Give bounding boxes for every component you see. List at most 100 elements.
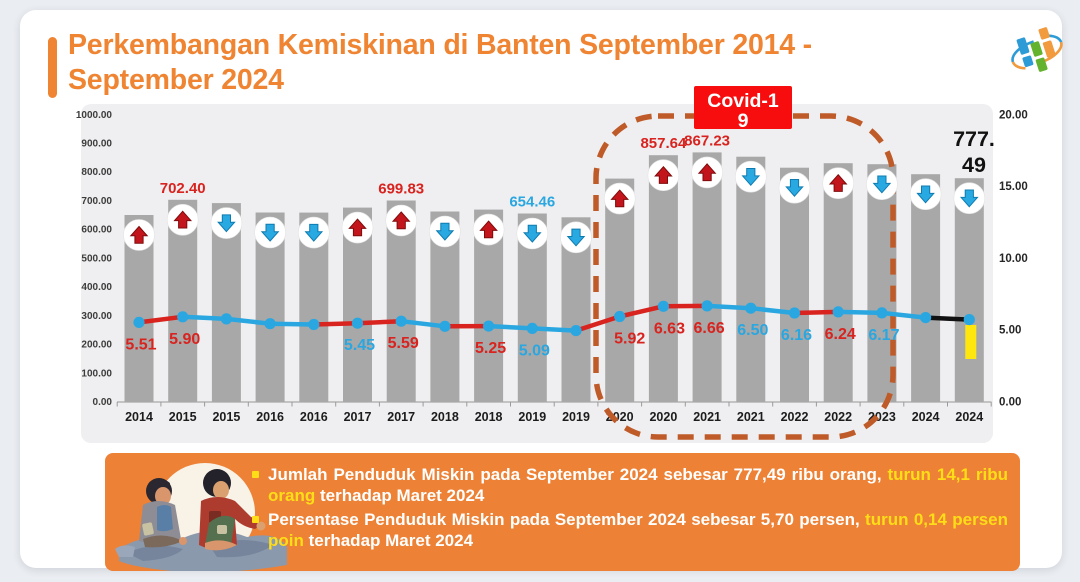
line-marker (614, 310, 626, 323)
arrow-up-icon (647, 159, 680, 191)
line-segment (835, 309, 885, 316)
pct-label: 6.17 (868, 327, 899, 344)
svg-text:49: 49 (962, 153, 986, 177)
line-marker (483, 320, 495, 332)
year-label: 2019 (518, 410, 546, 424)
line-marker (526, 322, 538, 334)
bps-logo-icon (1011, 27, 1063, 72)
bar-2022-16 (823, 163, 853, 402)
pct-label: 5.45 (344, 337, 375, 354)
pct-label: 6.16 (781, 327, 812, 344)
pct-label: 6.63 (654, 320, 685, 337)
page-title-line2: September 2024 (68, 64, 284, 96)
year-label: 2020 (649, 410, 677, 424)
arrow-down-icon (866, 168, 898, 200)
latest-point-label: 777.49 (953, 127, 995, 177)
svg-text:700.00: 700.00 (81, 196, 112, 207)
year-label: 2021 (737, 410, 765, 424)
arrow-up-icon (385, 204, 418, 237)
percentage-labels: 5.51 5.90 5.45 5.59 5.25 5.09 5.92 6.63 6.66 6.50… (125, 320, 899, 360)
line-marker (395, 315, 407, 327)
right-child (199, 469, 266, 551)
line-marker (220, 313, 232, 325)
line-segment (617, 304, 666, 319)
svg-text:9: 9 (738, 110, 749, 132)
line-segment (180, 314, 229, 322)
line-segment (267, 321, 317, 327)
bar-2021-14 (736, 156, 766, 402)
pct-label: 5.59 (388, 335, 419, 352)
bar-2024-19 (954, 178, 984, 402)
line-marker (264, 318, 276, 330)
line-marker (963, 314, 975, 326)
line-markers (133, 300, 975, 337)
bullet1-post: terhadap Maret 2024 (315, 486, 485, 505)
pct-label: 5.92 (614, 331, 645, 348)
line-marker (308, 318, 320, 331)
bullet1-pre: Jumlah Penduduk Miskin pada September 20… (268, 465, 888, 484)
arrow-up-icon (691, 156, 723, 189)
pct-label: 5.51 (125, 336, 156, 353)
line-marker (876, 307, 888, 319)
year-label: 2022 (824, 410, 852, 424)
year-label: 2016 (256, 410, 284, 424)
svg-text:1000.00: 1000.00 (76, 110, 113, 121)
covid-annotation: Covid-19 (694, 86, 792, 132)
line-marker (133, 316, 145, 328)
arrow-down-icon (560, 221, 592, 254)
arrow-down-icon (254, 216, 286, 249)
arrow-down-icon (953, 182, 986, 214)
left-child (139, 478, 187, 548)
year-label: 2024 (955, 410, 983, 424)
bullet2-pre: Persentase Penduduk Miskin pada Septembe… (268, 510, 866, 529)
bullet1-highlight: turun 14,1 ribu orang (268, 465, 1008, 505)
svg-text:10.00: 10.00 (999, 253, 1028, 265)
arrow-up-icon (123, 219, 155, 251)
bars (124, 152, 984, 402)
svg-text:900.00: 900.00 (81, 139, 112, 150)
title-accent-bar (48, 37, 57, 98)
pct-label: 5.25 (475, 340, 506, 357)
year-label: 2014 (125, 410, 153, 424)
x-axis-labels: 2014 2015 2015 2016 2016 2017 2017 2018 2018 2019… (125, 410, 983, 424)
svg-text:0.00: 0.00 (999, 397, 1021, 409)
svg-text:400.00: 400.00 (81, 282, 112, 293)
line-marker (920, 312, 932, 324)
bar-2020-11 (605, 178, 635, 402)
line-marker (570, 325, 582, 337)
svg-text:600.00: 600.00 (81, 225, 112, 236)
line-segment (792, 309, 841, 316)
line-marker (177, 311, 189, 323)
summary-bullets: Jumlah Penduduk Miskin pada September 20… (252, 464, 1008, 551)
arrow-up-icon (472, 213, 505, 246)
svg-text:0.00: 0.00 (93, 397, 113, 408)
line-marker (351, 317, 364, 329)
line-segment (879, 310, 928, 320)
year-label: 2018 (431, 410, 459, 424)
year-label: 2019 (562, 410, 590, 424)
svg-text:5.00: 5.00 (999, 325, 1021, 337)
arrow-down-icon (210, 207, 243, 239)
arrow-down-icon (778, 171, 811, 204)
bar-2020-12 (648, 155, 678, 402)
left-axis-labels: 0.00 100.00 200.00 300.00 400.00 500.00 600.00… (76, 110, 113, 408)
arrow-up-icon (603, 182, 636, 215)
year-label: 2018 (475, 410, 503, 424)
bar-label: 702.40 (160, 180, 206, 197)
bullet-square-icon (252, 471, 259, 478)
summary-bullet-persentase-text: Persentase Penduduk Miskin pada Septembe… (268, 509, 1008, 551)
svg-text:500.00: 500.00 (81, 253, 112, 264)
line-segment (923, 315, 972, 322)
year-label: 2017 (387, 410, 415, 424)
x-axis-ticks (116, 402, 992, 407)
bar-2023-17 (867, 164, 897, 402)
change-arrows (123, 156, 986, 254)
line-marker (439, 320, 451, 332)
right-axis-labels: 0.00 5.00 10.00 15.00 20.00 (999, 109, 1028, 408)
page-title: Perkembangan Kemiskinan di Banten Septem… (68, 28, 938, 98)
year-label: 2021 (693, 410, 721, 424)
percentage-line (136, 303, 972, 333)
line-segment (748, 305, 797, 316)
year-label: 2024 (912, 410, 940, 424)
